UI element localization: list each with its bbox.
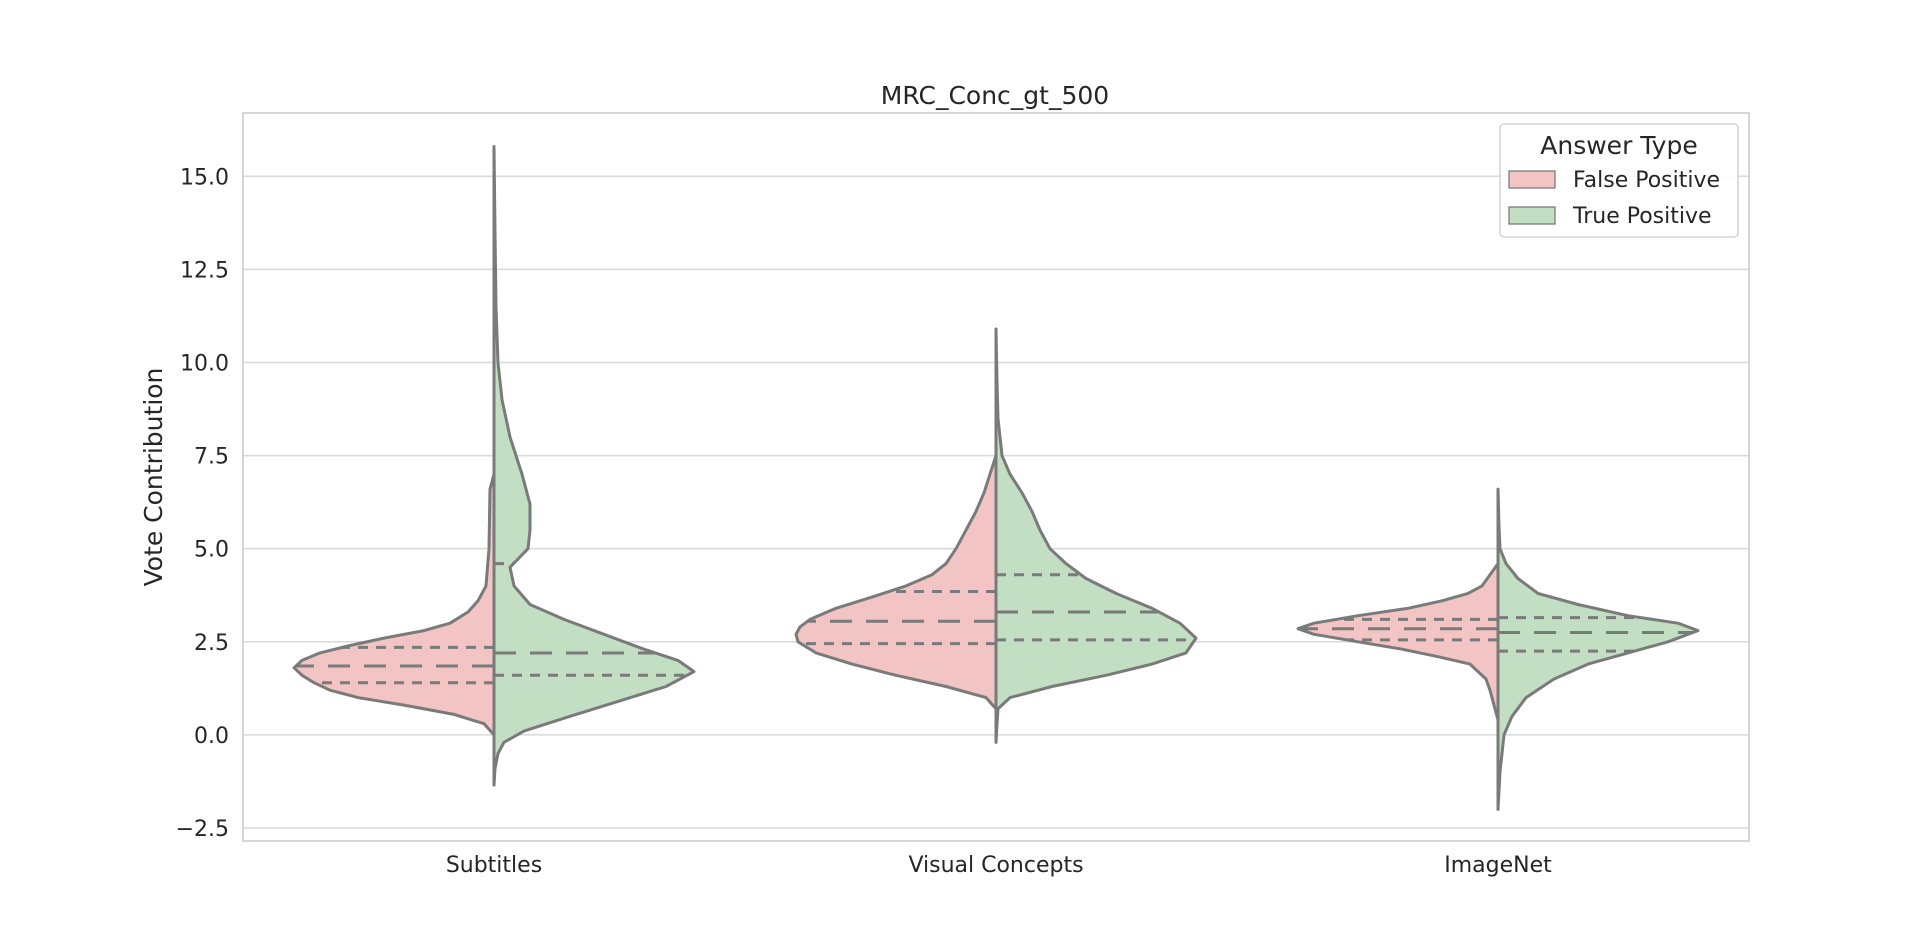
y-tick-labels: −2.5 0.0 2.5 5.0 7.5 10.0 12.5 15.0 [176,165,229,842]
legend-label-true-positive: True Positive [1572,204,1712,229]
violin-imagenet-false-positive [1296,562,1500,722]
violins [292,145,1700,811]
legend-frame [1499,123,1739,238]
y-tick-label: 15.0 [180,165,229,190]
legend-swatch-false-positive [1508,170,1556,189]
y-tick-label: 5.0 [194,538,229,563]
legend-title: Answer Type [1540,131,1697,160]
y-tick-label: 10.0 [180,351,229,376]
violin-imagenet-true-positive [1496,487,1700,811]
y-tick-label: 12.5 [180,258,229,283]
violin-visual-concepts-false-positive [794,454,998,711]
y-tick-label: 0.0 [194,724,229,749]
x-tick-label: Subtitles [446,853,542,878]
violin-subtitles-true-positive [492,145,696,787]
y-tick-label: 2.5 [194,631,229,656]
x-tick-labels: Subtitles Visual Concepts ImageNet [446,853,1552,878]
y-tick-label: −2.5 [176,817,229,842]
x-tick-label: Visual Concepts [908,853,1083,878]
chart-title: MRC_Conc_gt_500 [881,81,1109,110]
y-axis-title: Vote Contribution [139,368,168,587]
x-tick-label: ImageNet [1444,853,1552,878]
y-tick-label: 7.5 [194,445,229,470]
violin-subtitles-false-positive [292,472,496,737]
plot-frame [242,112,1750,842]
legend-swatch-true-positive [1508,206,1556,225]
legend: Answer Type False Positive True Positive [1499,123,1739,238]
legend-label-false-positive: False Positive [1573,168,1720,193]
